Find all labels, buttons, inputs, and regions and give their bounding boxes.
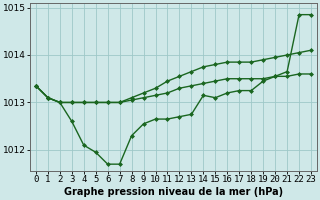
X-axis label: Graphe pression niveau de la mer (hPa): Graphe pression niveau de la mer (hPa) [64,187,283,197]
